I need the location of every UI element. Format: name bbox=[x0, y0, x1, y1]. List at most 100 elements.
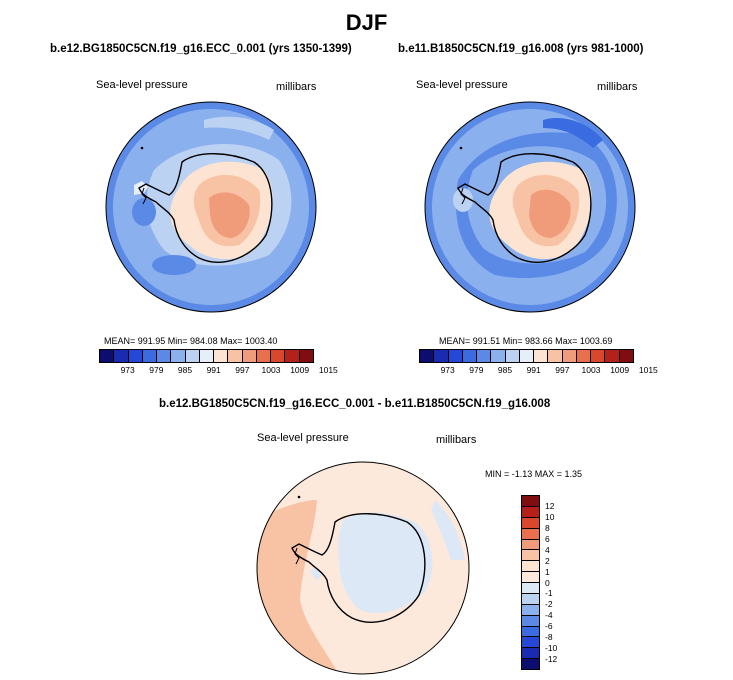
diff-negative-region bbox=[338, 512, 433, 614]
colorbar-swatch bbox=[505, 350, 520, 362]
colorbar-tick-label: 1 bbox=[545, 566, 550, 577]
diff-units-label: millibars bbox=[436, 434, 477, 446]
colorbar-tick-label: -4 bbox=[545, 610, 553, 621]
colorbar-swatch bbox=[522, 637, 539, 649]
colorbar-tick-label: 0 bbox=[545, 577, 550, 588]
colorbar-swatch bbox=[522, 550, 539, 562]
colorbar-swatch bbox=[619, 350, 633, 362]
colorbar-tick-label: 973 bbox=[440, 365, 455, 375]
panel2-polar-map bbox=[424, 101, 636, 313]
panel2-colorbar-ticks: 973 979 985 991 997 1003 1009 1015 bbox=[419, 365, 658, 377]
colorbar-swatch bbox=[522, 496, 539, 507]
colorbar-swatch bbox=[522, 506, 539, 518]
colorbar-swatch bbox=[242, 350, 257, 362]
colorbar-swatch bbox=[522, 517, 539, 529]
colorbar-tick-label: 1015 bbox=[318, 365, 338, 375]
colorbar-tick-label: 1003 bbox=[261, 365, 281, 375]
colorbar-tick-label: -2 bbox=[545, 599, 553, 610]
colorbar-swatch bbox=[157, 350, 172, 362]
colorbar-tick-label: 4 bbox=[545, 544, 550, 555]
panel1-colorbar-ticks: 973 979 985 991 997 1003 1009 1015 bbox=[99, 365, 338, 377]
diff-stats: MIN = -1.13 MAX = 1.35 bbox=[485, 469, 583, 479]
colorbar-swatch bbox=[522, 659, 539, 669]
colorbar-swatch bbox=[256, 350, 272, 362]
colorbar-tick-label: 997 bbox=[555, 365, 570, 375]
colorbar-tick-label: 12 bbox=[545, 500, 555, 511]
colorbar-tick-label: 979 bbox=[149, 365, 164, 375]
colorbar-swatch bbox=[576, 350, 592, 362]
colorbar-tick-label: -12 bbox=[545, 654, 558, 665]
colorbar-swatch bbox=[128, 350, 143, 362]
colorbar-swatch bbox=[142, 350, 158, 362]
colorbar-swatch bbox=[420, 350, 435, 362]
colorbar-tick-label: 1009 bbox=[290, 365, 310, 375]
panel2-antarctica-coastline bbox=[457, 153, 592, 263]
colorbar-tick-label: 2 bbox=[545, 555, 550, 566]
panel2-variable-label: Sea-level pressure bbox=[416, 79, 508, 91]
colorbar-swatch bbox=[522, 539, 539, 551]
colorbar-swatch bbox=[214, 350, 229, 362]
colorbar-swatch bbox=[522, 593, 539, 605]
diff-colorbar bbox=[521, 495, 540, 670]
diff-colorbar-ticks: 12 10 8 6 4 2 1 0 -1 -2 -4 -6 -8 -10 -12 bbox=[545, 495, 575, 670]
colorbar-swatch bbox=[534, 350, 549, 362]
colorbar-swatch bbox=[185, 350, 200, 362]
colorbar-swatch bbox=[285, 350, 300, 362]
colorbar-swatch bbox=[271, 350, 286, 362]
colorbar-swatch bbox=[228, 350, 243, 362]
colorbar-swatch bbox=[114, 350, 129, 362]
colorbar-tick-label: 10 bbox=[545, 511, 555, 522]
colorbar-swatch bbox=[299, 350, 313, 362]
colorbar-tick-label: 8 bbox=[545, 522, 550, 533]
colorbar-swatch bbox=[522, 626, 539, 638]
colorbar-swatch bbox=[522, 583, 539, 594]
colorbar-tick-label: 6 bbox=[545, 533, 550, 544]
colorbar-swatch bbox=[548, 350, 563, 362]
colorbar-swatch bbox=[522, 528, 539, 540]
colorbar-swatch bbox=[522, 561, 539, 573]
panel1-units-label: millibars bbox=[276, 81, 317, 93]
colorbar-tick-label: -10 bbox=[545, 643, 558, 654]
diff-title: b.e12.BG1850C5CN.f19_g16.ECC_0.001 - b.e… bbox=[159, 398, 551, 410]
panel2-title: b.e11.B1850C5CN.f19_g16.008 (yrs 981-100… bbox=[398, 43, 644, 55]
colorbar-swatch bbox=[100, 350, 115, 362]
colorbar-tick-label: 973 bbox=[120, 365, 135, 375]
colorbar-swatch bbox=[199, 350, 215, 362]
colorbar-tick-label: 1009 bbox=[610, 365, 630, 375]
colorbar-swatch bbox=[448, 350, 463, 362]
colorbar-swatch bbox=[522, 648, 539, 660]
diff-antarctica-coastline bbox=[291, 513, 426, 623]
panel1-colorbar bbox=[99, 349, 314, 363]
panel1-low-cell bbox=[152, 255, 196, 275]
colorbar-tick-label: -8 bbox=[545, 632, 553, 643]
colorbar-tick-label: 985 bbox=[177, 365, 193, 375]
colorbar-swatch bbox=[171, 350, 186, 362]
diff-polar-map bbox=[256, 461, 470, 675]
colorbar-swatch bbox=[462, 350, 478, 362]
colorbar-tick-label: 997 bbox=[235, 365, 250, 375]
diff-variable-label: Sea-level pressure bbox=[257, 432, 349, 444]
panel1-stats: MEAN= 991.95 Min= 984.08 Max= 1003.40 bbox=[104, 336, 278, 346]
panel2-stats: MEAN= 991.51 Min= 983.66 Max= 1003.69 bbox=[439, 336, 613, 346]
colorbar-tick-label: 991 bbox=[206, 365, 221, 375]
colorbar-tick-label: 1015 bbox=[638, 365, 658, 375]
panel2-colorbar bbox=[419, 349, 634, 363]
panel1-polar-map bbox=[105, 101, 317, 313]
colorbar-swatch bbox=[591, 350, 606, 362]
colorbar-swatch bbox=[522, 615, 539, 627]
colorbar-tick-label: 979 bbox=[469, 365, 484, 375]
colorbar-swatch bbox=[522, 572, 539, 583]
colorbar-tick-label: 991 bbox=[526, 365, 541, 375]
panel2-units-label: millibars bbox=[597, 81, 638, 93]
colorbar-tick-label: -6 bbox=[545, 621, 553, 632]
colorbar-tick-label: -1 bbox=[545, 588, 553, 599]
panel2-deep-low bbox=[543, 118, 603, 148]
colorbar-swatch bbox=[491, 350, 506, 362]
panel1-variable-label: Sea-level pressure bbox=[96, 79, 188, 91]
colorbar-swatch bbox=[562, 350, 577, 362]
page-title: DJF bbox=[345, 10, 388, 35]
colorbar-tick-label: 985 bbox=[497, 365, 513, 375]
colorbar-swatch bbox=[477, 350, 492, 362]
colorbar-swatch bbox=[434, 350, 449, 362]
panel1-title: b.e12.BG1850C5CN.f19_g16.ECC_0.001 (yrs … bbox=[50, 43, 352, 55]
